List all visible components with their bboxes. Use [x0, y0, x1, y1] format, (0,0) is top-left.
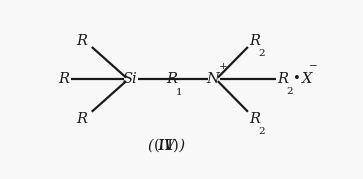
- Text: R: R: [167, 72, 178, 86]
- Text: 2: 2: [286, 87, 293, 96]
- Text: +: +: [219, 62, 228, 71]
- Text: R: R: [249, 112, 261, 126]
- Text: N: N: [207, 72, 219, 86]
- Text: 2: 2: [258, 49, 265, 58]
- Text: R: R: [278, 72, 289, 86]
- Text: R: R: [58, 72, 69, 86]
- Text: −: −: [309, 62, 318, 71]
- Text: R: R: [77, 35, 87, 49]
- Text: X: X: [302, 72, 312, 86]
- Text: ( IV ): ( IV ): [148, 139, 185, 153]
- Text: Si: Si: [122, 72, 137, 86]
- Text: •: •: [293, 72, 301, 85]
- Text: R: R: [249, 35, 261, 49]
- Text: 2: 2: [258, 127, 265, 136]
- Text: R: R: [77, 112, 87, 126]
- Text: (ⅠⅡ): (ⅠⅡ): [154, 139, 179, 153]
- Text: 1: 1: [176, 88, 182, 97]
